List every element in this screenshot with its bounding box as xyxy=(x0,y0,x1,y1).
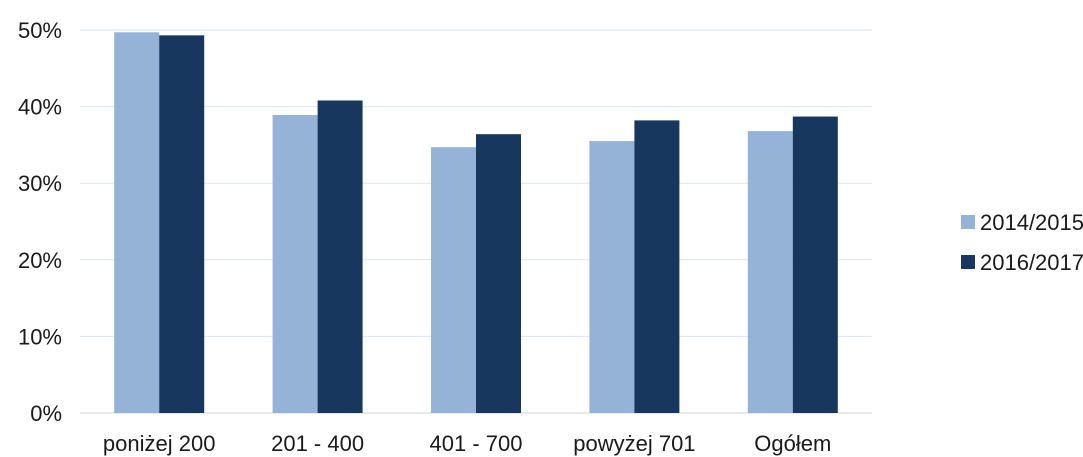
x-axis: poniżej 200 201 - 400 401 - 700 powyżej 701… xyxy=(103,431,831,456)
y-tick-label: 50% xyxy=(18,18,62,43)
bar-series2 xyxy=(159,35,205,413)
y-tick-label: 30% xyxy=(18,171,62,196)
x-tick-label: Ogółem xyxy=(754,431,831,456)
bar-series1 xyxy=(589,141,635,413)
x-tick-label: 401 - 700 xyxy=(430,431,523,456)
bars xyxy=(114,32,838,414)
legend: 2014/2015 2016/2017 xyxy=(961,210,1083,275)
bar-series1 xyxy=(747,131,793,413)
bar-series1 xyxy=(431,147,476,413)
x-tick-label: 201 - 400 xyxy=(271,431,364,456)
bar-series2 xyxy=(792,116,838,414)
y-tick-label: 20% xyxy=(18,248,62,273)
legend-swatch xyxy=(961,255,975,269)
y-tick-label: 0% xyxy=(30,401,62,426)
bar-series2 xyxy=(476,134,521,413)
y-axis: 0% 10% 20% 30% 40% 50% xyxy=(18,18,62,426)
x-tick-label: poniżej 200 xyxy=(103,431,216,456)
bar-series2 xyxy=(634,120,680,413)
y-tick-label: 10% xyxy=(18,324,62,349)
bar-series2 xyxy=(317,100,363,414)
bar-series1 xyxy=(114,32,160,413)
y-tick-label: 40% xyxy=(18,95,62,120)
bar-series1 xyxy=(272,115,318,413)
legend-swatch xyxy=(961,215,975,229)
legend-label: 2014/2015 xyxy=(980,210,1083,235)
x-tick-label: powyżej 701 xyxy=(573,431,695,456)
legend-label: 2016/2017 xyxy=(980,250,1083,275)
